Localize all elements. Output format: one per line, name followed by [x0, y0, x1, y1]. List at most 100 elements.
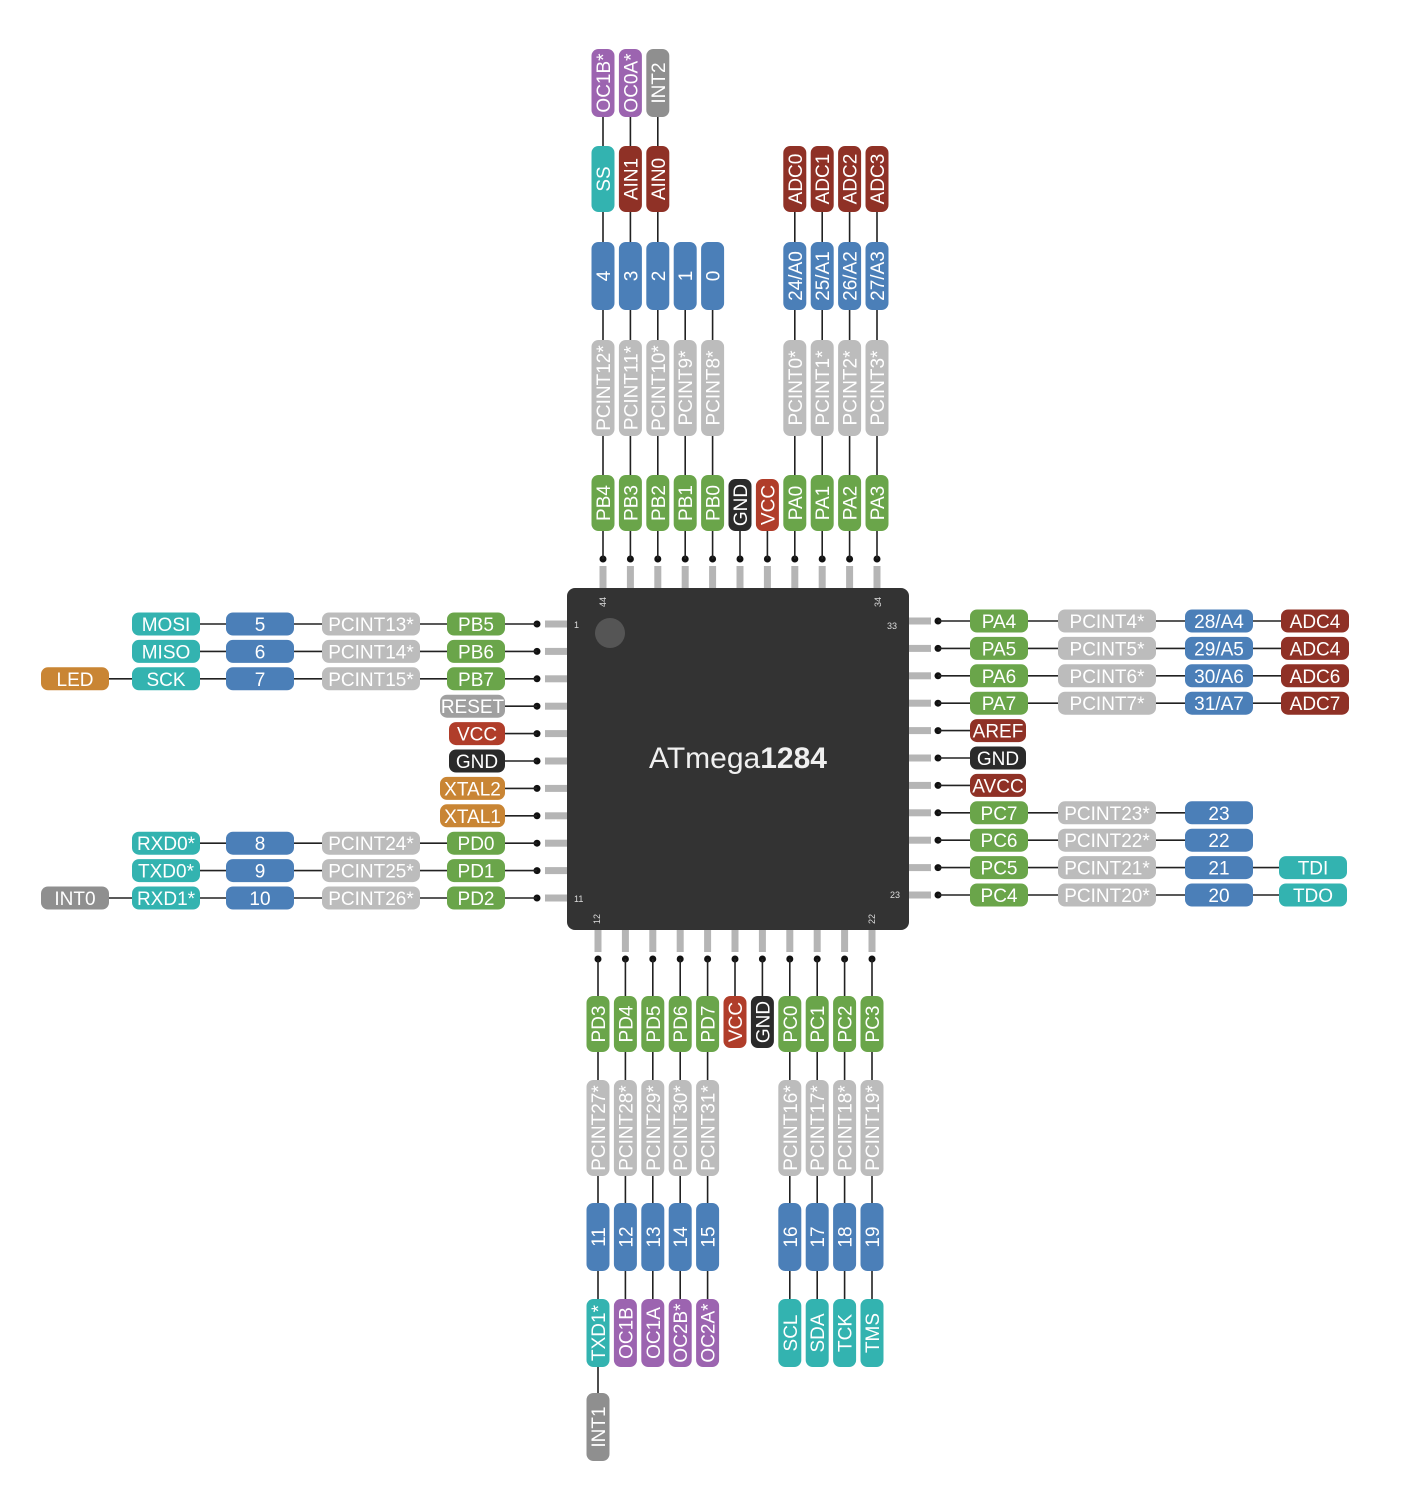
bottom-pin-pd6-text: PD6 — [671, 1006, 692, 1043]
left-pin-rxd1-text: RXD1* — [137, 889, 196, 910]
top-pin-ss-pill — [591, 146, 615, 212]
bottom-pin-pcint16-text: PCINT16* — [781, 1085, 802, 1171]
pin-number-11: 11 — [574, 894, 583, 904]
top-pin-26-a2-text: 26/A2 — [841, 251, 862, 301]
bottom-pin-tms-text: TMS — [863, 1313, 884, 1353]
top-pin-pa2: PA2 — [838, 475, 862, 531]
left-pin-6-pill — [226, 639, 294, 663]
top-lead — [818, 566, 826, 588]
left-pin-pb5-text: PB5 — [458, 615, 494, 636]
right-pin-tdi-text: TDI — [1298, 859, 1329, 880]
left-pin-pb7-pill — [447, 667, 505, 691]
bottom-lead — [704, 930, 712, 952]
left-pin-led-text: LED — [57, 670, 94, 691]
right-pin-tdi-pill — [1279, 856, 1347, 880]
bottom-pin-18-text: 18 — [836, 1226, 857, 1247]
bottom-pin-int1-text: INT1 — [589, 1406, 610, 1447]
top-pin-ain1-pill — [618, 146, 642, 212]
bottom-pin-pc3: PC3 — [860, 996, 884, 1052]
bottom-pin-txd1-pill — [586, 1299, 610, 1367]
pin-number-34: 34 — [873, 597, 883, 607]
right-lead — [909, 617, 931, 625]
left-pin-pcint14-text: PCINT14* — [328, 642, 414, 663]
top-pin-2: 2 — [646, 242, 670, 310]
chip-name-prefix: ATmega — [649, 742, 760, 775]
bottom-pin-scl-text: SCL — [781, 1315, 802, 1352]
right-pin-pc7-pill — [970, 801, 1028, 825]
bottom-pin-oc1a-pill — [641, 1299, 665, 1367]
left-pin-pb5: PB5 — [447, 612, 505, 636]
bottom-pin-16-text: 16 — [781, 1226, 802, 1247]
bottom-pin-pd5-text: PD5 — [644, 1006, 665, 1043]
top-pin-ain1: AIN1 — [618, 146, 642, 212]
bottom-pin-gnd-text: GND — [753, 1001, 774, 1043]
top-pin-3: 3 — [618, 242, 642, 310]
bottom-pin-pcint18-text: PCINT18* — [836, 1085, 857, 1171]
top-pin-int2-pill — [646, 49, 670, 117]
right-lead — [909, 809, 931, 817]
top-lead — [736, 566, 744, 588]
top-pin-pcint10: PCINT10* — [646, 340, 670, 436]
bottom-lead — [813, 930, 821, 952]
right-pin-pa6-pill — [970, 664, 1028, 688]
top-pin-27-a3-text: 27/A3 — [868, 251, 889, 301]
left-pin-led: LED — [41, 667, 109, 691]
right-pin-pc4: PC4 — [970, 883, 1028, 907]
bottom-pin-pc1: PC1 — [805, 996, 829, 1052]
bottom-pin-pcint27: PCINT27* — [586, 1080, 610, 1176]
left-lead — [545, 730, 567, 738]
right-pin-29-a5-text: 29/A5 — [1194, 639, 1244, 660]
top-pin-gnd: GND — [728, 479, 752, 531]
right-pin-28-a4: 28/A4 — [1185, 609, 1253, 633]
left-pin-pcint13-pill — [322, 612, 420, 636]
top-pin-pb4-pill — [591, 475, 615, 531]
right-pin-20: 20 — [1185, 883, 1253, 907]
left-pin-int0: INT0 — [41, 886, 109, 910]
left-pin-7-text: 7 — [255, 670, 266, 691]
top-pin-oc1b-pill — [591, 49, 615, 117]
bottom-pin-18-pill — [833, 1203, 857, 1271]
top-pin-2-text: 2 — [649, 271, 670, 282]
bottom-pin-pcint29-pill — [641, 1080, 665, 1176]
top-pin-0-pill — [701, 242, 725, 310]
right-pin-30-a6: 30/A6 — [1185, 664, 1253, 688]
right-pin-pa7-pill — [970, 691, 1028, 715]
right-pin-pc4-pill — [970, 883, 1028, 907]
top-pin-pa3-text: PA3 — [868, 486, 889, 521]
bottom-pin-pcint17-text: PCINT17* — [808, 1085, 829, 1171]
right-lead — [909, 644, 931, 652]
top-pin-pcint11: PCINT11* — [618, 340, 642, 436]
bottom-pin-oc2b: OC2B* — [668, 1299, 692, 1367]
right-pin-21: 21 — [1185, 856, 1253, 880]
bottom-pin-sda-pill — [805, 1299, 829, 1367]
bottom-pin-pcint17: PCINT17* — [805, 1080, 829, 1176]
bottom-pin-pcint30-pill — [668, 1080, 692, 1176]
right-pin-pa4: PA4 — [970, 609, 1028, 633]
top-pin-pb0: PB0 — [701, 475, 725, 531]
top-pin-pcint10-text: PCINT10* — [649, 345, 670, 431]
top-pin-pcint1-pill — [810, 340, 834, 436]
top-pin-pa0-pill — [783, 475, 807, 531]
left-pin-pd0-pill — [447, 831, 505, 855]
left-pin-pcint15-pill — [322, 667, 420, 691]
pin-number-33: 33 — [887, 621, 897, 631]
bottom-pin-oc1b: OC1B — [613, 1299, 637, 1367]
bottom-pin-pd4-text: PD4 — [616, 1005, 637, 1042]
top-pin-pa2-text: PA2 — [841, 486, 862, 521]
bottom-pin-pcint16: PCINT16* — [778, 1080, 802, 1176]
right-pin-pcint4-text: PCINT4* — [1070, 612, 1146, 633]
right-pin-30-a6-pill — [1185, 664, 1253, 688]
right-pin-pcint20: PCINT20* — [1058, 883, 1156, 907]
right-pin-pc5-text: PC5 — [981, 859, 1018, 880]
left-pin-pcint26-text: PCINT26* — [328, 889, 414, 910]
bottom-pin-pcint28-pill — [613, 1080, 637, 1176]
bottom-pin-pcint28-text: PCINT28* — [616, 1085, 637, 1171]
right-pin-pcint7: PCINT7* — [1058, 691, 1156, 715]
right-pin-avcc-text: AVCC — [972, 776, 1023, 797]
top-pin-pcint9-pill — [673, 340, 697, 436]
right-pin-adc4-pill — [1281, 609, 1349, 633]
right-pin-pa7-text: PA7 — [982, 694, 1017, 715]
top-pin-adc1-text: ADC1 — [813, 154, 834, 205]
top-pin-adc0: ADC0 — [783, 146, 807, 212]
right-pin-31-a7: 31/A7 — [1185, 691, 1253, 715]
